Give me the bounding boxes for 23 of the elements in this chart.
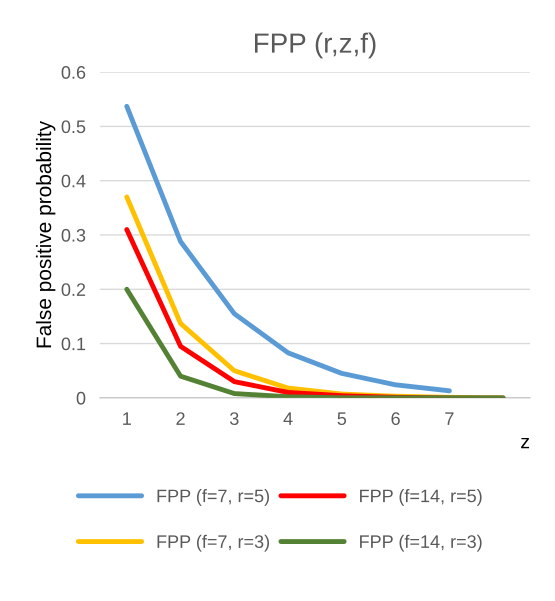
y-tick-label: 0.5 [62,120,86,134]
y-tick-label: 0.2 [62,283,86,296]
x-tick-label: 6 [392,412,400,426]
legend-label: FPP (f=7, r=5) [158,489,269,506]
legend-label: FPP (f=7, r=3) [158,534,269,552]
y-tick-label: 0.3 [62,228,86,242]
x-axis-title: z [521,438,530,448]
line-series [124,104,452,394]
x-tick-label: 4 [283,412,293,425]
x-tick-label: 2 [176,412,185,425]
x-tick-label: 5 [338,412,346,426]
chart-title: FPP (r,z,f) [254,32,376,58]
x-tick-label: 3 [230,412,239,426]
x-tick-label: 1 [123,412,131,425]
x-tick-label: 7 [445,412,454,425]
legend-label: FPP (f=14, r=3) [360,534,482,552]
y-tick-label: 0.1 [62,338,86,350]
y-axis-title: False positive probability [36,120,56,348]
legend-label: FPP (f=14, r=5) [360,489,482,506]
y-tick-label: 0.6 [62,66,86,79]
y-tick-label: 0.4 [62,174,86,188]
y-tick-label: 0 [76,392,86,405]
line-series [124,286,506,398]
